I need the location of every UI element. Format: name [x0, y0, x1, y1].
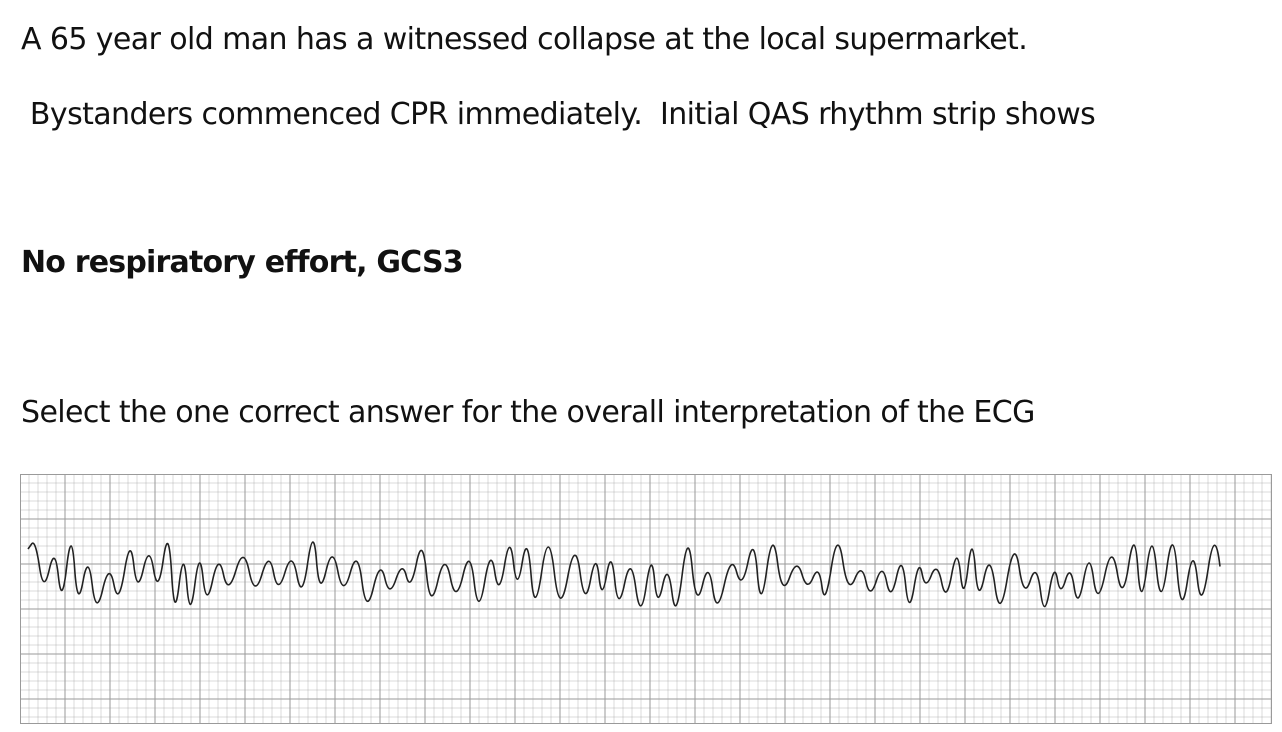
ecg-grid: [20, 474, 1272, 724]
ecg-strip-image: [20, 474, 1272, 724]
ecg-trace: [27, 541, 1221, 608]
question-line-4: Select the one correct answer for the ov…: [21, 395, 1035, 430]
question-line-2: Bystanders commenced CPR immediately. In…: [21, 97, 1096, 132]
strip-border: [20, 474, 1272, 724]
question-line-1: A 65 year old man has a witnessed collap…: [21, 22, 1028, 57]
question-line-3: No respiratory effort, GCS3: [21, 245, 464, 280]
